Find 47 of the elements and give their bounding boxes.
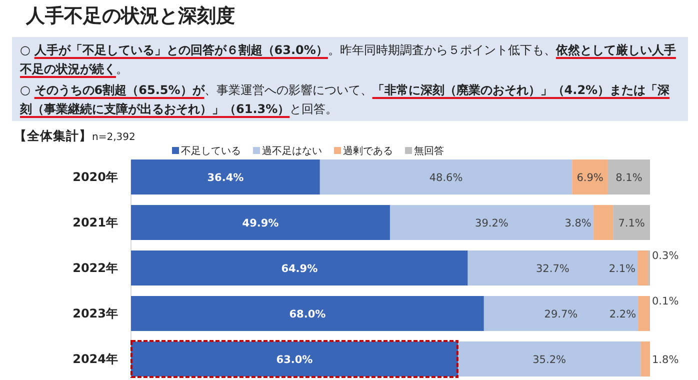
data-label: 1.8% (652, 354, 679, 366)
y-tick-label: 2022年 (72, 261, 118, 275)
bar (640, 342, 650, 376)
data-label: 0.3% (652, 250, 679, 262)
bar (390, 205, 594, 240)
data-label: 32.7% (536, 263, 570, 275)
bar (131, 296, 484, 331)
legend-label: 過剰である (343, 145, 393, 157)
data-label: 36.4% (207, 172, 244, 184)
y-tick-label: 2021年 (72, 216, 118, 230)
bar (131, 205, 390, 240)
text: ○ そのうちの6割超（65.5%）が、事業運営への影響について、「非常に深刻（廃業のおそれ）」（4.2%）または「深刻（事業継続に支障が出るおそれ）」（61.3%）と回答。 (20, 83, 670, 116)
text: 【全体集計】n=2,392 (14, 128, 136, 143)
data-label: 0.1% (652, 296, 679, 308)
y-tick-label: 2024年 (72, 352, 118, 366)
bar (608, 160, 650, 194)
y-tick-label: 2020年 (72, 170, 118, 184)
data-label: 7.1% (618, 218, 645, 230)
data-label: 64.9% (281, 263, 318, 275)
bar (638, 250, 648, 286)
legend-label: 不足している (181, 146, 241, 157)
text: ○ 人手が「不足している」との回答が６割超（63.0%）。昨年同時期調査から５ポイント低下も、依然として厳しい人手不足の状況が続く。 (20, 43, 676, 76)
bar (484, 296, 638, 331)
data-label: 6.9% (576, 172, 604, 184)
data-label: 8.1% (616, 172, 642, 184)
chart-title: 人手不足の状況と深刻度 (26, 4, 235, 29)
data-label: 29.7% (544, 308, 578, 320)
data-label: 2.1% (608, 263, 636, 275)
data-label: 48.6% (429, 172, 463, 184)
data-label: 63.0% (276, 354, 314, 366)
data-label: 49.9% (242, 218, 280, 230)
legend-label: 過不足はない (262, 146, 322, 157)
bar (131, 250, 468, 286)
data-label: 2.2% (609, 308, 636, 320)
data-label: 3.8% (564, 218, 592, 230)
y-tick-label: 2023年 (72, 306, 118, 320)
bar (593, 205, 614, 240)
bar (131, 160, 320, 194)
data-label: 68.0% (289, 308, 326, 320)
data-label: 35.2% (532, 354, 566, 366)
bar (613, 205, 650, 240)
bar (468, 250, 638, 286)
legend-label: 無回答 (414, 145, 444, 157)
bar (320, 160, 572, 194)
bar (638, 296, 650, 331)
bar (572, 160, 608, 194)
data-label: 39.2% (475, 218, 508, 230)
